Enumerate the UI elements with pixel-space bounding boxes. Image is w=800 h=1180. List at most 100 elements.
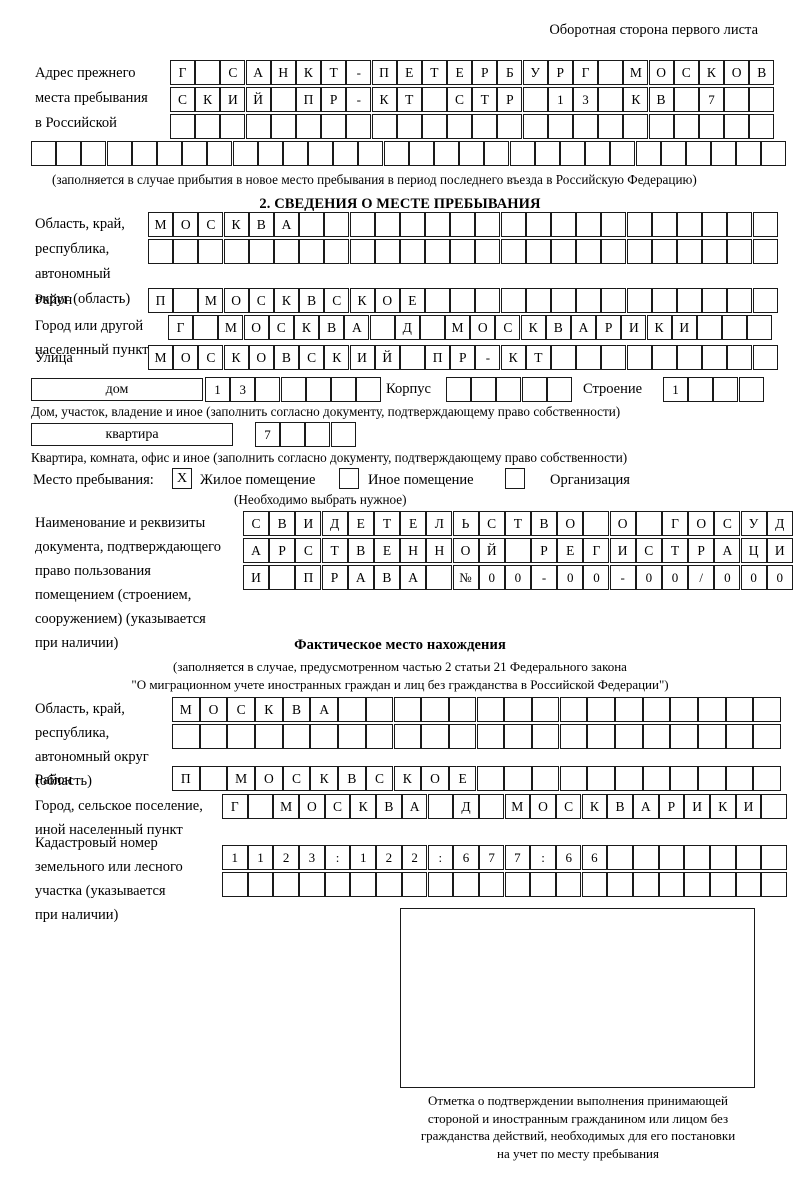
- previous-address-row-1-cell-23[interactable]: О: [724, 60, 750, 85]
- previous-address-row-4-cell-26[interactable]: [660, 141, 686, 166]
- previous-address-row-3-cell-17[interactable]: [573, 114, 598, 139]
- actual-city-row-cell-7[interactable]: В: [376, 794, 402, 819]
- previous-address-row-3[interactable]: [170, 114, 775, 139]
- document-row-3-cell-21[interactable]: 0: [766, 565, 793, 590]
- district-row-cell-8[interactable]: С: [324, 288, 350, 313]
- previous-address-row-3-cell-1[interactable]: [170, 114, 195, 139]
- document-row-1-cell-6[interactable]: Т: [373, 511, 400, 536]
- street-row-cell-23[interactable]: [702, 345, 728, 370]
- previous-address-row-3-cell-23[interactable]: [724, 114, 750, 139]
- region-row-2-cell-1[interactable]: [148, 239, 173, 264]
- cadastral-row-2-cell-10[interactable]: [453, 872, 479, 897]
- document-row-3-cell-12[interactable]: -: [531, 565, 558, 590]
- actual-region-row-1-cell-20[interactable]: [698, 697, 726, 722]
- previous-address-row-2-cell-22[interactable]: 7: [698, 87, 724, 112]
- actual-district-row-cell-18[interactable]: [642, 766, 671, 791]
- house-number-row-cell-7[interactable]: [356, 377, 382, 402]
- cadastral-row-1-cell-5[interactable]: :: [324, 845, 351, 870]
- actual-city-row-cell-1[interactable]: Г: [222, 794, 248, 819]
- street-row-cell-11[interactable]: [399, 345, 425, 370]
- region-row-2-cell-20[interactable]: [626, 239, 652, 264]
- actual-region-row-1-cell-21[interactable]: [725, 697, 754, 722]
- checkbox-inoe-pomeshchenie[interactable]: [339, 468, 359, 489]
- flat-number-row-cell-3[interactable]: [305, 422, 331, 447]
- previous-address-row-4-cell-17[interactable]: [434, 141, 459, 166]
- previous-address-row-4-cell-13[interactable]: [333, 141, 359, 166]
- actual-region-row-1-cell-4[interactable]: К: [255, 697, 283, 722]
- actual-city-row-cell-16[interactable]: В: [607, 794, 633, 819]
- previous-address-row-2-cell-8[interactable]: -: [346, 87, 372, 112]
- document-row-2-cell-19[interactable]: А: [714, 538, 741, 563]
- street-row-cell-3[interactable]: С: [198, 345, 224, 370]
- actual-region-row-2-cell-5[interactable]: [282, 724, 311, 749]
- document-row-1-cell-2[interactable]: В: [269, 511, 296, 536]
- previous-address-row-1-cell-1[interactable]: Г: [170, 60, 195, 85]
- city-row-cell-12[interactable]: М: [445, 315, 471, 340]
- previous-address-row-4-cell-25[interactable]: [635, 141, 661, 166]
- previous-address-row-3-cell-2[interactable]: [195, 114, 221, 139]
- actual-city-row-cell-20[interactable]: К: [710, 794, 736, 819]
- actual-region-row-1-cell-8[interactable]: [365, 697, 394, 722]
- actual-region-row-2-cell-7[interactable]: [338, 724, 366, 749]
- previous-address-row-3-cell-21[interactable]: [673, 114, 699, 139]
- district-row-cell-12[interactable]: [425, 288, 451, 313]
- document-row-2-cell-2[interactable]: Р: [269, 538, 296, 563]
- district-row-cell-17[interactable]: [551, 288, 576, 313]
- previous-address-row-4-cell-20[interactable]: [509, 141, 535, 166]
- previous-address-row-3-cell-24[interactable]: [749, 114, 775, 139]
- city-row-cell-24[interactable]: [747, 315, 773, 340]
- actual-region-row-2-cell-8[interactable]: [365, 724, 394, 749]
- city-row-cell-2[interactable]: [193, 315, 219, 340]
- flat-number-row-cell-4[interactable]: [330, 422, 356, 447]
- stroenie-row[interactable]: 1: [663, 377, 764, 402]
- document-row-1-cell-15[interactable]: О: [609, 511, 636, 536]
- actual-district-row-cell-1[interactable]: П: [172, 766, 200, 791]
- previous-address-row-2-cell-11[interactable]: [421, 87, 447, 112]
- cadastral-row-2-cell-19[interactable]: [684, 872, 710, 897]
- cadastral-row-2-cell-14[interactable]: [555, 872, 582, 897]
- actual-region-row-2-cell-15[interactable]: [559, 724, 588, 749]
- district-row-cell-16[interactable]: [525, 288, 551, 313]
- actual-region-row-1-cell-12[interactable]: [476, 697, 505, 722]
- street-row-cell-15[interactable]: К: [500, 345, 526, 370]
- district-row-cell-6[interactable]: К: [273, 288, 299, 313]
- document-row-2-cell-4[interactable]: Т: [321, 538, 348, 563]
- street-row-cell-16[interactable]: Т: [525, 345, 551, 370]
- city-row-cell-13[interactable]: О: [470, 315, 496, 340]
- district-row-cell-23[interactable]: [702, 288, 728, 313]
- actual-city-row-cell-2[interactable]: [247, 794, 274, 819]
- document-row-2-cell-17[interactable]: Т: [662, 538, 688, 563]
- previous-address-row-3-cell-4[interactable]: [245, 114, 271, 139]
- previous-address-row-4-cell-10[interactable]: [257, 141, 283, 166]
- house-number-row-cell-3[interactable]: [255, 377, 281, 402]
- previous-address-row-1-cell-11[interactable]: Т: [421, 60, 447, 85]
- cadastral-row-1-cell-18[interactable]: [658, 845, 685, 870]
- previous-address-row-4-cell-15[interactable]: [383, 141, 409, 166]
- document-row-3-cell-18[interactable]: /: [688, 565, 715, 590]
- actual-city-row-cell-12[interactable]: М: [504, 794, 531, 819]
- actual-region-row-1-cell-7[interactable]: [338, 697, 366, 722]
- cadastral-row-2-cell-3[interactable]: [273, 872, 299, 897]
- previous-address-row-3-cell-13[interactable]: [472, 114, 498, 139]
- previous-address-row-4-cell-18[interactable]: [459, 141, 485, 166]
- previous-address-row-2-cell-20[interactable]: В: [648, 87, 674, 112]
- street-row-cell-10[interactable]: Й: [374, 345, 400, 370]
- house-number-row-cell-4[interactable]: [280, 377, 306, 402]
- cadastral-row-1-cell-16[interactable]: [607, 845, 633, 870]
- previous-address-row-1-cell-21[interactable]: С: [673, 60, 699, 85]
- previous-address-row-2-cell-21[interactable]: [673, 87, 699, 112]
- actual-region-row-2-cell-19[interactable]: [670, 724, 698, 749]
- document-row-1-cell-16[interactable]: [635, 511, 662, 536]
- cadastral-row-1-cell-2[interactable]: 1: [247, 845, 274, 870]
- region-row-1-cell-20[interactable]: [626, 212, 652, 237]
- region-row-2-cell-12[interactable]: [425, 239, 451, 264]
- previous-address-row-2-cell-10[interactable]: Т: [396, 87, 422, 112]
- region-row-2-cell-6[interactable]: [273, 239, 299, 264]
- actual-region-row-2-cell-9[interactable]: [393, 724, 421, 749]
- actual-city-row-cell-19[interactable]: И: [684, 794, 710, 819]
- previous-address-row-3-cell-6[interactable]: [295, 114, 321, 139]
- actual-city-row-cell-11[interactable]: [478, 794, 505, 819]
- cadastral-row-2-cell-22[interactable]: [761, 872, 787, 897]
